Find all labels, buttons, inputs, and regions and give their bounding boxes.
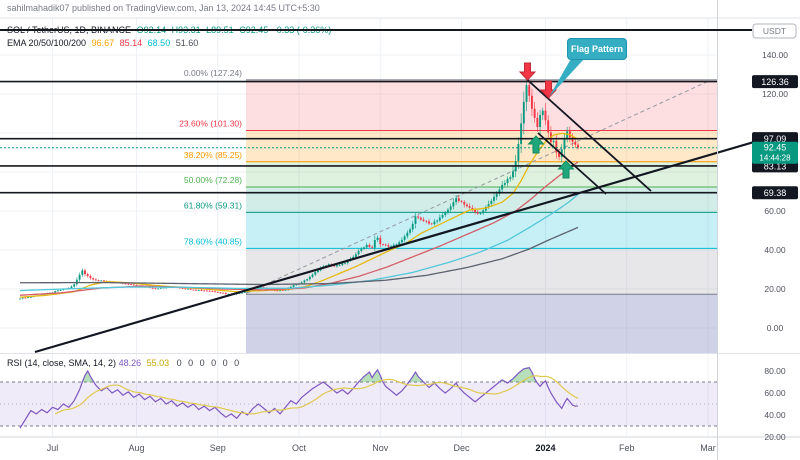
- flag-channel-line[interactable]: [537, 132, 607, 195]
- ema100-value: 68.50: [147, 38, 171, 48]
- flag-channel-line[interactable]: [526, 78, 652, 192]
- fib-level-label: 23.60% (101.30): [179, 118, 242, 128]
- ema200-value: 51.60: [175, 38, 199, 48]
- rsi-sma-line: [54, 375, 579, 415]
- time-tick-label: 2024: [535, 443, 555, 453]
- rsi-pane[interactable]: [0, 367, 717, 429]
- rsi-overbought-fill: [408, 372, 424, 382]
- current-price-badge: [752, 141, 798, 164]
- price-badge-label: 126.36: [761, 77, 789, 87]
- price-badge: [752, 186, 798, 200]
- price-badge: [752, 75, 798, 89]
- price-tick-label: 60.00: [764, 206, 786, 216]
- price-badge-label: 69.38: [764, 188, 787, 198]
- price-axis[interactable]: 140.00 120.00 60.00 40.00 20.00 0.00 80.00 60.0…: [718, 0, 800, 460]
- rsi-tick-label: 80.00: [764, 366, 786, 376]
- chart-legend: SOL / TetherUS, 1D, BINANCE O92.14 H93.3…: [7, 24, 334, 50]
- rsi-tick-label: 40.00: [764, 410, 786, 420]
- axis-unit-label: USDT: [763, 26, 786, 36]
- time-tick-label: Jul: [47, 443, 59, 453]
- time-axis[interactable]: Jul Aug Sep Oct Nov Dec 2024 Feb Mar: [47, 443, 716, 453]
- time-tick-label: Sep: [210, 443, 226, 453]
- price-tick-label: 0.00: [767, 323, 784, 333]
- red-down-arrow[interactable]: [518, 62, 537, 81]
- support-trendline[interactable]: [34, 137, 767, 354]
- price-badge-label: 97.09: [764, 134, 787, 144]
- callout-tail: [549, 57, 584, 97]
- time-tick-label: Dec: [454, 443, 471, 453]
- rsi-value: 48.26: [118, 358, 142, 368]
- fib-level-label: 50.00% (72.28): [184, 175, 242, 185]
- svg-text:92.45: 92.45: [764, 143, 787, 153]
- price-tick-label: 140.00: [762, 50, 788, 60]
- fib-level-label: 61.80% (59.31): [184, 200, 242, 210]
- flag-pattern-callout[interactable]: Flag Pattern: [567, 38, 627, 60]
- time-tick-label: Feb: [619, 443, 635, 453]
- price-tick-label: 20.00: [764, 284, 786, 294]
- ema50-value: 85.14: [119, 38, 143, 48]
- ema20-value: 96.67: [91, 38, 115, 48]
- green-up-arrow[interactable]: [527, 135, 545, 154]
- fib-retracement[interactable]: 0.00% (127.24) 23.60% (101.30) 38.20% (85.…: [179, 68, 717, 354]
- fib-level-label: 38.20% (85.25): [184, 150, 242, 160]
- countdown-label: 14:44:28: [759, 154, 791, 163]
- time-tick-label: Nov: [372, 443, 389, 453]
- fib-level-label: 78.60% (40.85): [184, 236, 242, 246]
- rsi-legend-label: RSI (14, close, SMA, 14, 2): [7, 358, 117, 368]
- rsi-tick-label: 20.00: [764, 432, 786, 442]
- price-tick-label: 40.00: [764, 245, 786, 255]
- red-down-arrow[interactable]: [539, 80, 558, 99]
- rsi-legend-row: RSI (14, close, SMA, 14, 2) 48.26 55.03 …: [7, 358, 241, 368]
- watermark: sahilmahadik07 published on TradingView.…: [7, 3, 320, 13]
- rsi-zero-params: 0 0 0 0 0 0: [176, 358, 242, 368]
- ema-legend-label: EMA 20/50/100/200: [7, 38, 87, 48]
- rsi-tick-label: 60.00: [764, 388, 786, 398]
- time-tick-label: Aug: [128, 443, 144, 453]
- horizontal-line-drawing[interactable]: [0, 29, 752, 31]
- time-tick-label: Oct: [292, 443, 307, 453]
- rsi-overbought-fill: [508, 367, 537, 382]
- ema-100-line: [19, 193, 579, 292]
- ema-row: EMA 20/50/100/200 96.67 85.14 68.50 51.6…: [7, 37, 334, 50]
- rsi-sma-value: 55.03: [146, 358, 170, 368]
- fib-level-label: 0.00% (127.24): [184, 68, 242, 78]
- time-tick-label: Mar: [700, 443, 716, 453]
- fib-baseline-dashed[interactable]: [245, 79, 712, 294]
- green-up-arrow[interactable]: [557, 160, 575, 179]
- price-tick-label: 120.00: [762, 89, 788, 99]
- ema-200-line: [19, 226, 579, 286]
- price-badge-label: 83.13: [764, 161, 787, 171]
- rsi-overbought-fill: [82, 371, 94, 382]
